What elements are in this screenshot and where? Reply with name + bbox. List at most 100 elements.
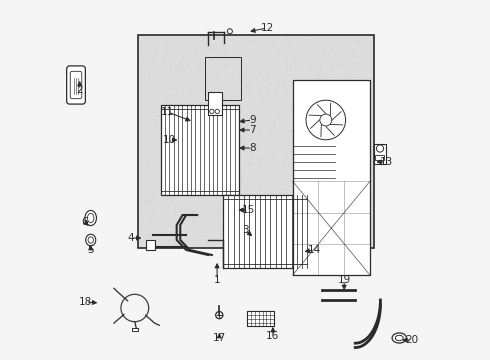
Point: [190, 85, 198, 90]
Point: [179, 183, 187, 189]
Point: [345, 154, 353, 159]
Point: [287, 41, 295, 46]
Point: [316, 64, 323, 70]
Point: [321, 108, 329, 114]
Point: [170, 192, 178, 197]
Point: [192, 229, 199, 235]
Point: [283, 111, 291, 116]
Point: [193, 158, 201, 164]
Point: [192, 184, 200, 189]
Point: [177, 102, 185, 107]
Point: [289, 37, 297, 43]
Point: [322, 152, 330, 158]
Point: [269, 233, 276, 239]
Point: [292, 59, 299, 64]
Point: [194, 168, 202, 174]
Point: [203, 118, 211, 123]
Point: [265, 166, 272, 172]
Point: [148, 192, 156, 197]
Point: [349, 49, 357, 55]
Point: [236, 87, 244, 93]
Point: [359, 143, 367, 148]
Point: [251, 190, 259, 195]
Point: [366, 220, 373, 226]
Point: [214, 192, 222, 198]
Ellipse shape: [85, 211, 97, 226]
Point: [175, 119, 183, 125]
Point: [162, 132, 170, 138]
Point: [180, 66, 188, 72]
Point: [173, 51, 181, 57]
Point: [246, 88, 254, 94]
Point: [203, 159, 211, 165]
Point: [233, 130, 241, 136]
Point: [201, 216, 209, 221]
Point: [362, 116, 369, 122]
Point: [192, 164, 199, 170]
Point: [329, 102, 337, 108]
Point: [323, 171, 331, 177]
Point: [332, 69, 340, 75]
Point: [149, 84, 157, 90]
Point: [351, 156, 359, 161]
Text: 19: 19: [338, 275, 351, 285]
Point: [330, 51, 338, 57]
Bar: [247, 311, 274, 327]
Point: [261, 171, 269, 177]
Point: [349, 50, 357, 56]
Point: [249, 87, 257, 93]
Point: [179, 152, 187, 157]
Point: [140, 70, 147, 76]
Point: [231, 237, 239, 243]
Point: [162, 200, 170, 206]
Point: [279, 160, 287, 166]
Point: [299, 187, 307, 193]
Point: [166, 78, 174, 84]
Point: [254, 140, 262, 146]
Point: [297, 120, 305, 125]
Point: [139, 220, 147, 225]
Point: [176, 145, 184, 151]
Point: [308, 103, 316, 108]
Point: [208, 56, 216, 62]
Point: [332, 144, 340, 149]
Point: [297, 76, 305, 81]
Point: [320, 70, 328, 76]
Point: [344, 157, 352, 163]
Point: [151, 94, 159, 99]
Text: 11: 11: [161, 107, 174, 117]
Point: [301, 135, 309, 141]
Point: [270, 158, 278, 164]
Point: [348, 86, 356, 92]
Point: [159, 217, 167, 222]
Point: [165, 237, 172, 243]
Point: [147, 235, 154, 240]
Point: [313, 132, 321, 138]
Point: [253, 141, 261, 147]
Point: [165, 47, 172, 53]
Point: [288, 212, 296, 217]
Point: [315, 90, 322, 95]
Point: [260, 100, 268, 106]
Point: [222, 49, 230, 55]
Point: [177, 60, 185, 66]
Point: [227, 154, 235, 160]
Point: [153, 143, 161, 149]
Point: [209, 184, 217, 190]
Point: [163, 131, 171, 137]
Point: [354, 175, 362, 181]
Point: [244, 162, 252, 168]
Text: 18: 18: [79, 297, 92, 307]
Point: [251, 37, 259, 42]
Point: [323, 49, 331, 55]
Point: [234, 64, 242, 70]
Point: [162, 121, 170, 127]
Point: [226, 131, 234, 137]
Point: [210, 87, 218, 93]
Point: [211, 46, 219, 52]
Point: [332, 154, 340, 160]
Point: [240, 69, 248, 75]
Point: [270, 39, 278, 45]
Point: [318, 171, 325, 176]
Point: [164, 135, 172, 141]
